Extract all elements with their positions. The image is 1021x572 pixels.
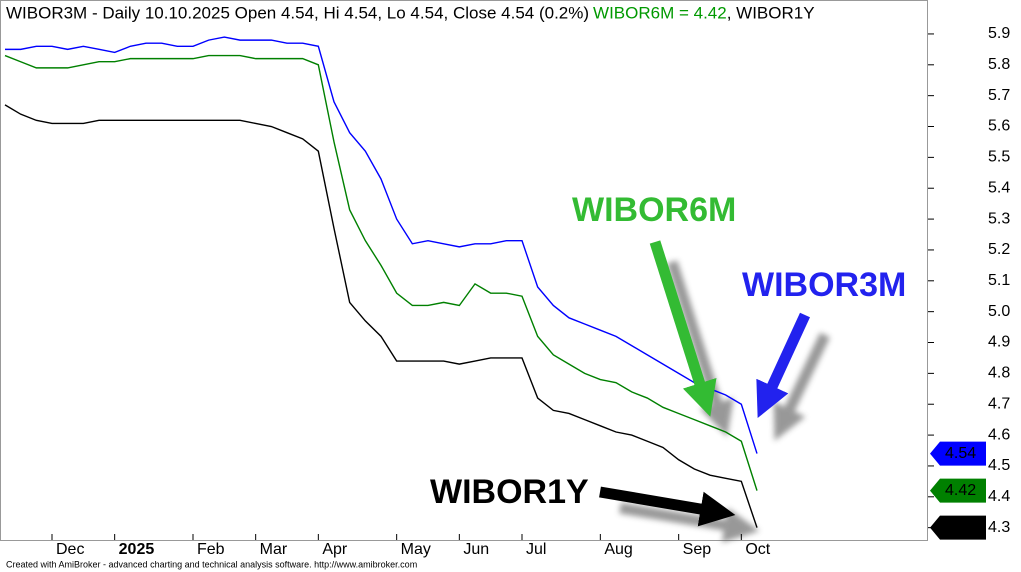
- y-tick-label: 5.7: [988, 87, 1010, 104]
- y-tick-label: 5.0: [988, 303, 1010, 320]
- y-tick-label: 4.8: [988, 365, 1010, 382]
- y-tick-label: 4.6: [988, 426, 1010, 443]
- x-tick-label: May: [401, 541, 431, 558]
- y-tick-label: 5.2: [988, 241, 1010, 258]
- footer: Created with AmiBroker - advanced charti…: [6, 559, 417, 569]
- y-tick-label: 4.7: [988, 395, 1010, 412]
- x-tick-label: Apr: [322, 541, 348, 558]
- y-tick-label: 5.6: [988, 118, 1010, 135]
- plot-frame: [0, 0, 928, 541]
- series-line: [4, 104, 758, 528]
- series-line: [5, 36, 758, 454]
- value-marker: [930, 478, 986, 503]
- value-marker-label: 4.42: [945, 482, 976, 499]
- annotation: WIBOR3M: [742, 266, 906, 304]
- y-tick-label: 5.5: [988, 149, 1010, 166]
- y-tick-label: 5.8: [988, 56, 1010, 73]
- x-tick-label: Jul: [526, 541, 546, 558]
- x-tick-label: Feb: [197, 541, 225, 558]
- y-tick-label: 5.9: [988, 25, 1010, 42]
- annotation: WIBOR6M: [572, 191, 736, 229]
- x-tick-label: Sep: [683, 541, 712, 558]
- value-marker: [930, 515, 986, 540]
- x-tick-label: Dec: [56, 541, 84, 558]
- value-marker-label: 4.54: [945, 445, 976, 462]
- y-tick-label: 4.3: [988, 519, 1010, 536]
- x-tick-label: Jun: [463, 541, 489, 558]
- value-marker: [930, 441, 986, 466]
- x-tick-label: Aug: [604, 541, 632, 558]
- title-series: , WIBOR1Y: [727, 3, 815, 22]
- y-tick-label: 4.4: [988, 488, 1010, 505]
- annotation: WIBOR1Y: [430, 473, 589, 511]
- series-line: [4, 54, 758, 491]
- arrows: [599, 240, 810, 527]
- y-tick-label: 4.5: [988, 457, 1010, 474]
- y-tick-label: 5.4: [988, 179, 1010, 196]
- y-tick-label: 4.9: [988, 334, 1010, 351]
- x-tick-label: Oct: [745, 541, 770, 558]
- x-tick-label: 2025: [119, 541, 155, 558]
- x-tick-label: Mar: [260, 541, 288, 558]
- title-series: WIBOR6M = 4.42: [593, 3, 727, 22]
- title: WIBOR3M - Daily 10.10.2025 Open 4.54, Hi…: [6, 3, 589, 22]
- value-marker-label: 4.3: [945, 519, 967, 536]
- y-tick-label: 5.3: [988, 210, 1010, 227]
- y-tick-label: 5.1: [988, 272, 1010, 289]
